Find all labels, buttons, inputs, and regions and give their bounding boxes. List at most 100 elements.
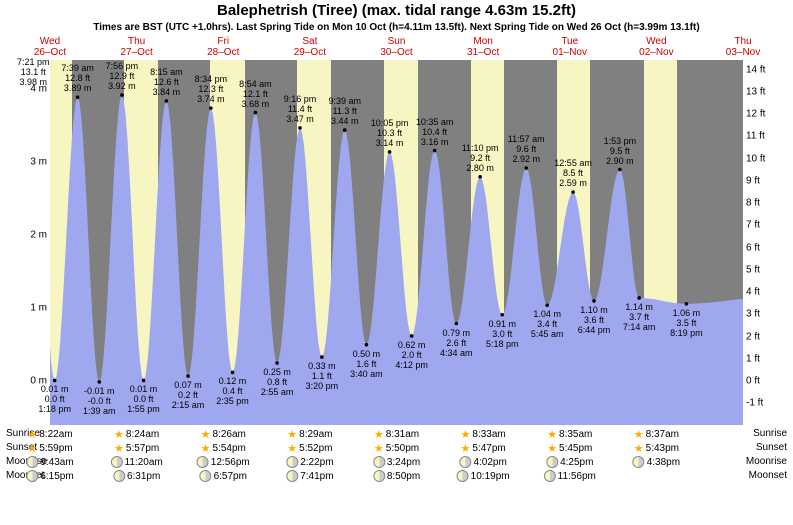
sunrise-cell: ★ 8:29am [287, 428, 332, 441]
moon-icon [633, 456, 645, 468]
low-tide-label: 0.01 m0.0 ft1:55 pm [127, 384, 160, 414]
sunset-cell: ★ 5:47pm [461, 442, 506, 455]
low-tide-label: 0.50 m1.6 ft3:40 am [350, 349, 383, 379]
high-tide-label: 8:34 pm12.3 ft3.74 m [195, 74, 228, 104]
star-icon: ★ [27, 428, 37, 441]
sunrise-label-r: Sunrise [753, 428, 787, 439]
chart-title: Balephetrish (Tiree) (max. tidal range 4… [0, 2, 793, 19]
daylight-band [124, 60, 158, 425]
tide-chart: Balephetrish (Tiree) (max. tidal range 4… [0, 0, 793, 525]
y-right-tick: 9 ft [746, 175, 760, 186]
star-icon: ★ [287, 442, 297, 455]
moon-icon [457, 470, 469, 482]
moon-icon [26, 470, 38, 482]
moon-icon [544, 470, 556, 482]
y-right-tick: 4 ft [746, 287, 760, 298]
y-right-tick: 2 ft [746, 331, 760, 342]
sunset-cell: ★ 5:59pm [27, 442, 72, 455]
moonrise-cell: 4:38pm [633, 456, 680, 468]
y-left-tick: 3 m [30, 157, 47, 168]
y-right-tick: 11 ft [746, 131, 765, 142]
daylight-band [471, 60, 504, 425]
high-tide-label: 10:05 pm10.3 ft3.14 m [371, 118, 409, 148]
star-icon: ★ [547, 442, 557, 455]
moon-icon [197, 456, 209, 468]
y-right-tick: 5 ft [746, 264, 760, 275]
star-icon: ★ [634, 442, 644, 455]
y-right-tick: 12 ft [746, 109, 765, 120]
high-tide-label: 10:35 am10.4 ft3.16 m [416, 117, 454, 147]
y-right-tick: 14 ft [746, 64, 765, 75]
y-left-tick: 1 m [30, 303, 47, 314]
moon-icon [286, 470, 298, 482]
low-tide-label: 1.06 m3.5 ft8:19 pm [670, 308, 703, 338]
high-tide-label: 8:54 am12.1 ft3.68 m [239, 79, 272, 109]
moonset-cell: 7:41pm [286, 470, 333, 482]
low-tide-label: 0.62 m2.0 ft4:12 pm [395, 340, 428, 370]
moonset-cell: 6:15pm [26, 470, 73, 482]
low-tide-label: 0.91 m3.0 ft5:18 pm [486, 319, 519, 349]
low-tide-label: 1.04 m3.4 ft5:45 am [531, 309, 564, 339]
sunset-cell: ★ 5:57pm [114, 442, 159, 455]
sunrise-cell: ★ 8:31am [374, 428, 419, 441]
moonrise-cell: 12:56pm [197, 456, 250, 468]
moon-icon [286, 456, 298, 468]
moonrise-cell: 9:43am [26, 456, 73, 468]
high-tide-label: 7:56 pm12.9 ft3.92 m [106, 61, 139, 91]
moonset-label-r: Moonset [749, 470, 787, 481]
y-right-tick: 0 ft [746, 376, 760, 387]
moon-icon [111, 456, 123, 468]
moonrise-cell: 4:25pm [546, 456, 593, 468]
y-right-tick: 3 ft [746, 309, 760, 320]
moonset-cell: 6:57pm [200, 470, 247, 482]
day-header: Wed26–Oct [20, 36, 80, 58]
y-right-tick: 1 ft [746, 353, 760, 364]
sunrise-cell: ★ 8:24am [114, 428, 159, 441]
moonrise-cell: 11:20am [111, 456, 163, 468]
moonset-cell: 6:31pm [113, 470, 160, 482]
moon-icon [200, 470, 212, 482]
day-header: Sat29–Oct [280, 36, 340, 58]
low-tide-label: 0.12 m0.4 ft2:35 pm [216, 376, 249, 406]
day-header: Mon31–Oct [453, 36, 513, 58]
high-tide-label: 11:10 pm9.2 ft2.80 m [462, 143, 499, 173]
day-header: Thu27–Oct [107, 36, 167, 58]
star-icon: ★ [461, 428, 471, 441]
high-tide-label: 9:16 pm11.4 ft3.47 m [284, 94, 317, 124]
high-tide-label: 1:53 pm9.5 ft2.90 m [604, 136, 637, 166]
low-tide-label: 0.79 m2.6 ft4:34 am [440, 328, 473, 358]
y-right-tick: 13 ft [746, 86, 765, 97]
y-right-tick: 10 ft [746, 153, 765, 164]
sunset-cell: ★ 5:45pm [547, 442, 592, 455]
low-tide-label: 0.07 m0.2 ft2:15 am [172, 380, 205, 410]
high-tide-label: 7:39 am12.8 ft3.89 m [61, 63, 94, 93]
moonrise-cell: 3:24pm [373, 456, 420, 468]
day-header: Tue01–Nov [540, 36, 600, 58]
sunset-cell: ★ 5:54pm [201, 442, 246, 455]
daylight-band [384, 60, 418, 425]
moonrise-cell: 4:02pm [459, 456, 506, 468]
star-icon: ★ [547, 428, 557, 441]
low-tide-label: 1.10 m3.6 ft6:44 pm [578, 305, 611, 335]
chart-subtitle: Times are BST (UTC +1.0hrs). Last Spring… [0, 22, 793, 33]
sunrise-cell: ★ 8:33am [461, 428, 506, 441]
daylight-band [210, 60, 244, 425]
star-icon: ★ [374, 442, 384, 455]
daylight-band [557, 60, 590, 425]
moonrise-cell: 2:22pm [286, 456, 333, 468]
sunset-cell: ★ 5:52pm [287, 442, 332, 455]
moonset-cell: 8:50pm [373, 470, 420, 482]
low-tide-label: 0.33 m1.1 ft3:20 pm [306, 361, 339, 391]
low-tide-label: 0.01 m0.0 ft1:18 pm [38, 384, 71, 414]
high-tide-label: 12:55 am8.5 ft2.59 m [554, 158, 592, 188]
daylight-band [644, 60, 677, 425]
high-tide-label: 9:39 am11.3 ft3.44 m [328, 96, 361, 126]
star-icon: ★ [461, 442, 471, 455]
moon-icon [459, 456, 471, 468]
moon-icon [26, 456, 38, 468]
high-tide-label: 11:57 am9.6 ft2.92 m [508, 134, 545, 164]
y-left-tick: 2 m [30, 230, 47, 241]
day-header: Thu03–Nov [713, 36, 773, 58]
day-header: Fri28–Oct [193, 36, 253, 58]
star-icon: ★ [27, 442, 37, 455]
